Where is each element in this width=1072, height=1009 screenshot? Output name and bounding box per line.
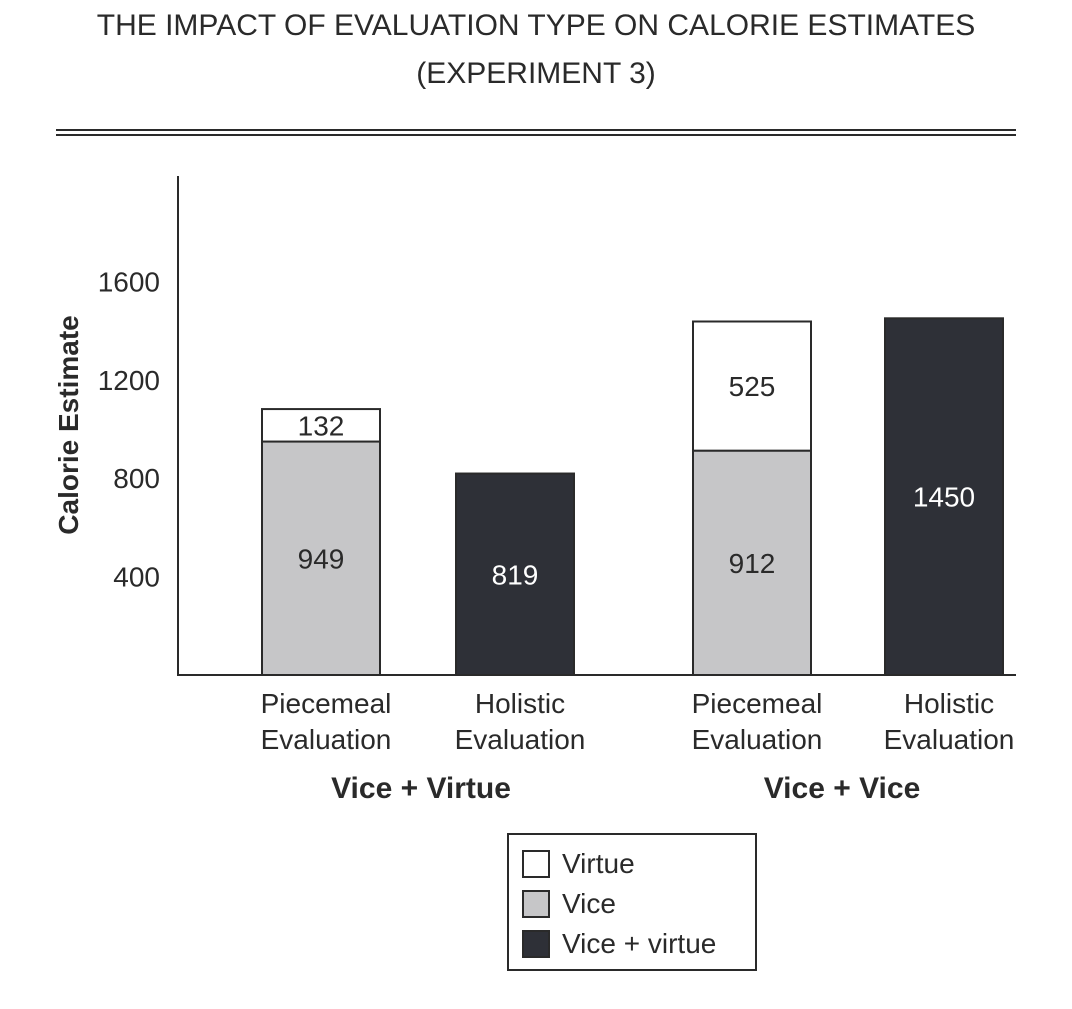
x-category-label: Evaluation — [261, 724, 392, 755]
x-category-label: Piecemeal — [261, 688, 392, 719]
legend-swatch-vice — [522, 890, 550, 918]
chart-title-line-1: THE IMPACT OF EVALUATION TYPE ON CALORIE… — [96, 9, 976, 42]
bar-value-label: 912 — [729, 548, 776, 579]
bar-value-label: 819 — [492, 559, 539, 590]
y-tick-label: 1600 — [98, 266, 160, 297]
bar-value-label: 132 — [298, 410, 345, 441]
bar-segment — [692, 320, 812, 452]
chart-title: THE IMPACT OF EVALUATION TYPE ON CALORIE… — [0, 2, 1072, 98]
bar-segment — [261, 408, 381, 443]
x-category-label: Evaluation — [884, 724, 1015, 755]
legend-label-vice-plus-virtue: Vice + virtue — [562, 928, 717, 959]
legend-swatch-vice-plus-virtue — [522, 930, 550, 958]
y-tick-label: 800 — [113, 463, 160, 494]
bar-segment — [884, 317, 1004, 676]
legend-swatch-virtue — [522, 850, 550, 878]
legend-item-vice-plus-virtue: Vice + virtue — [522, 928, 716, 960]
title-rule-top — [56, 129, 1016, 131]
x-group-label: Vice + Vice — [764, 772, 921, 805]
legend-item-vice: Vice — [522, 888, 616, 920]
legend-item-virtue: Virtue — [522, 848, 635, 880]
bar-segment — [455, 472, 575, 676]
chart-title-line-2: (EXPERIMENT 3) — [416, 57, 656, 90]
title-rule-bottom — [56, 134, 1016, 136]
bar-value-label: 1450 — [913, 482, 975, 513]
y-axis-label: Calorie Estimate — [53, 315, 84, 534]
y-tick-label: 400 — [113, 562, 160, 593]
y-tick-label: 1200 — [98, 365, 160, 396]
legend-label-vice: Vice — [562, 888, 616, 919]
x-category-label: Holistic — [475, 688, 565, 719]
x-category-label: Holistic — [904, 688, 994, 719]
bar-value-label: 949 — [298, 543, 345, 574]
chart-plot: 400 800 1200 1600 Calorie Estimate 949 132 Piec… — [53, 176, 1016, 805]
bar-segment — [692, 449, 812, 677]
x-category-label: Evaluation — [692, 724, 823, 755]
x-group-label: Vice + Virtue — [331, 772, 511, 805]
chart-legend: Virtue Vice Vice + virtue — [507, 833, 757, 971]
legend-label-virtue: Virtue — [562, 848, 635, 879]
x-category-label: Piecemeal — [692, 688, 823, 719]
bar-value-label: 525 — [729, 371, 776, 402]
x-category-label: Evaluation — [455, 724, 586, 755]
